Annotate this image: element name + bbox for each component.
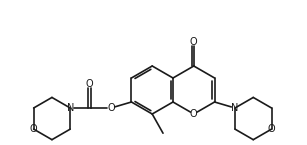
Text: O: O [107,103,115,113]
Text: O: O [30,124,37,134]
Text: O: O [190,109,198,119]
Text: O: O [190,37,198,47]
Text: O: O [268,124,275,134]
Text: N: N [231,103,239,113]
Text: N: N [67,103,74,113]
Text: O: O [85,79,93,89]
